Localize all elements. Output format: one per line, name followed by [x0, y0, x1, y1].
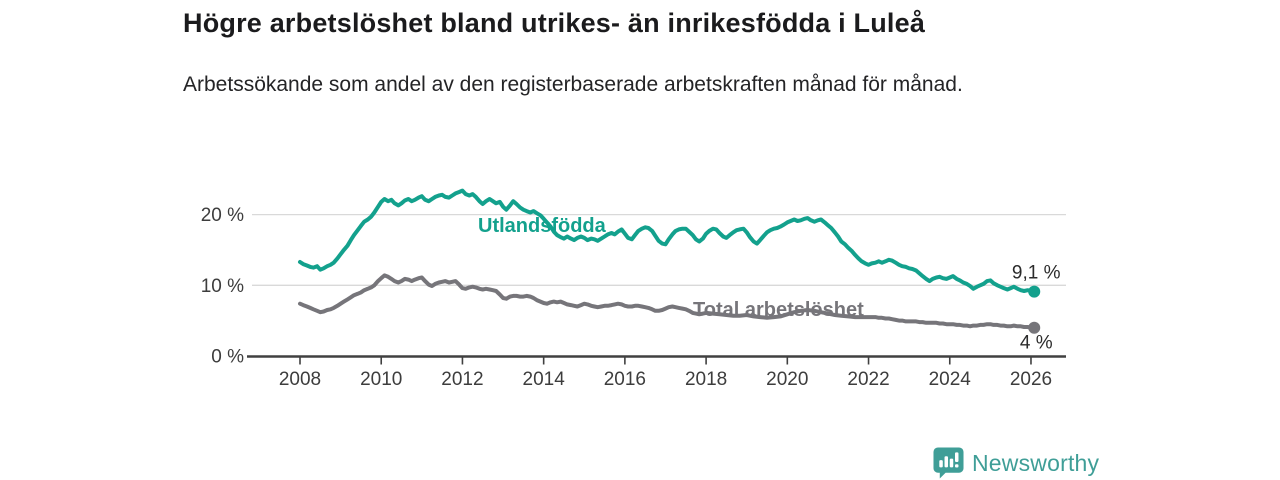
- x-tick-label-2010: 2010: [360, 369, 402, 390]
- x-tick-label-2016: 2016: [604, 369, 646, 390]
- series-label-utlandsfodda: Utlandsfödda: [478, 215, 607, 237]
- x-tick-label-2024: 2024: [929, 369, 972, 390]
- y-tick-label-0: 0 %: [211, 347, 244, 368]
- series-line-utlandsfodda: [298, 188, 1037, 294]
- x-tick-label-2022: 2022: [847, 369, 889, 390]
- newsworthy-wordmark: Newsworthy: [972, 449, 1100, 476]
- x-tick-label-2026: 2026: [1010, 369, 1052, 390]
- newsworthy-speech-bubble-barchart-icon: [933, 447, 964, 479]
- page-title: Högre arbetslöshet bland utrikes- än inr…: [183, 8, 926, 38]
- series-label-total: Total arbetslöshet: [693, 299, 864, 321]
- y-tick-label-10: 10 %: [201, 276, 244, 297]
- newsworthy-branding: Newsworthy: [933, 446, 1099, 480]
- x-tick-label-2012: 2012: [441, 369, 483, 390]
- series-end-dot-utlandsfodda: [1028, 285, 1041, 298]
- x-tick-label-2018: 2018: [685, 369, 727, 390]
- series-end-dot-total: [1028, 321, 1041, 334]
- x-tick-label-2020: 2020: [766, 369, 808, 390]
- series-end-value-total: 4 %: [1020, 333, 1053, 354]
- chart-subtitle: Arbetssökande som andel av den registerb…: [183, 73, 963, 96]
- series-line-total: [298, 273, 1037, 330]
- x-tick-label-2008: 2008: [279, 369, 321, 390]
- series-end-value-utlandsfodda: 9,1 %: [1012, 263, 1061, 284]
- x-tick-label-2014: 2014: [523, 369, 566, 390]
- y-tick-label-20: 20 %: [201, 205, 244, 226]
